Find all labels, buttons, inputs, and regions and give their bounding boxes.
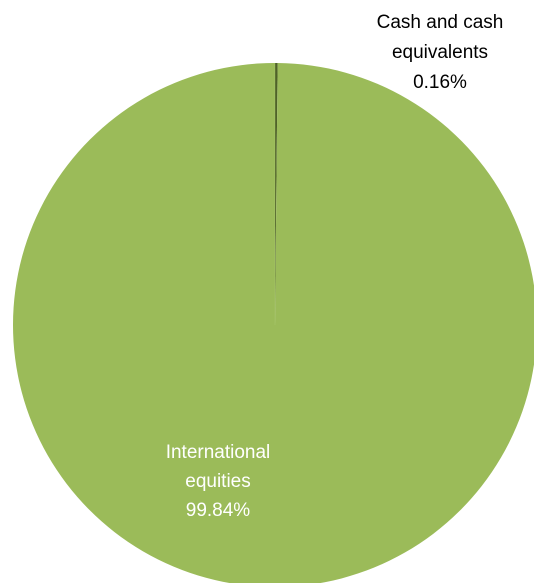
slice-category-label: Cash and cash	[377, 12, 504, 33]
slice-category-label: equivalents	[392, 42, 488, 63]
pie-slice-0	[275, 63, 278, 325]
slice-value-label: 99.84%	[186, 500, 251, 521]
pie-slice-1	[13, 63, 534, 583]
slice-label-1: International equities 99.84%	[166, 442, 271, 521]
slice-category-label: International	[166, 442, 271, 463]
slice-category-label: equities	[185, 471, 251, 492]
pie-slices	[13, 63, 534, 583]
slice-value-label: 0.16%	[413, 72, 467, 93]
slice-label-0: Cash and cash equivalents 0.16%	[377, 12, 504, 93]
